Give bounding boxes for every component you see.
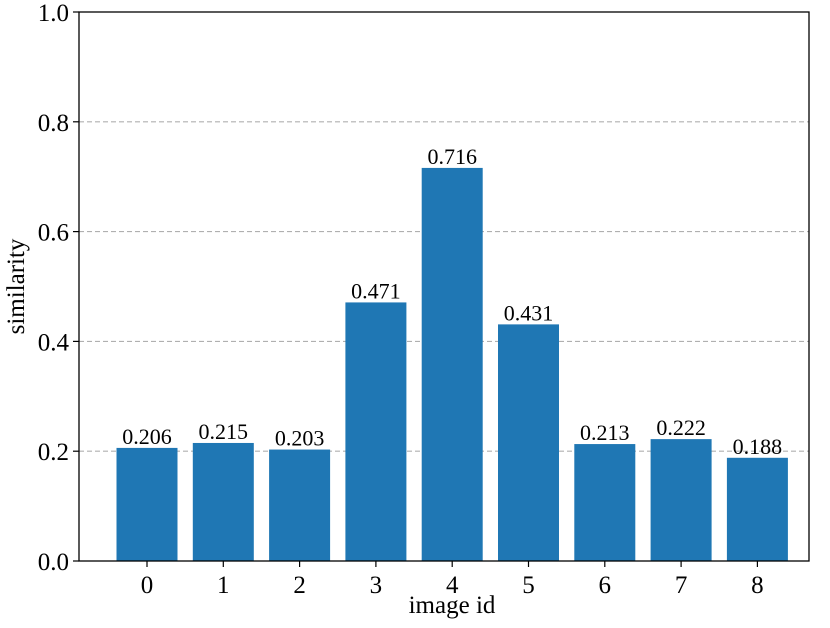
bar: [726, 457, 788, 561]
data-label: 0.188: [733, 434, 783, 459]
data-label: 0.431: [504, 300, 554, 325]
bar: [116, 447, 178, 561]
x-axis-label: image id: [409, 592, 496, 619]
y-ticks: 0.0 0.2 0.4 0.6 0.8 1.0: [38, 0, 79, 576]
data-labels: 0.206 0.215 0.203 0.471 0.716 0.431 0.213 0.222…: [122, 144, 782, 459]
x-tick-label: 6: [599, 572, 612, 599]
bar: [650, 439, 712, 561]
x-ticks: 0 1 2 3 4 5 6 7 8: [141, 561, 764, 599]
y-tick-label: 0.0: [38, 549, 69, 576]
y-tick-label: 0.8: [38, 110, 69, 137]
data-label: 0.471: [351, 278, 401, 303]
data-label: 0.716: [427, 144, 477, 169]
x-tick-label: 0: [141, 572, 154, 599]
x-tick-label: 2: [293, 572, 306, 599]
y-tick-label: 0.4: [38, 329, 70, 356]
bar: [574, 444, 636, 561]
data-label: 0.215: [199, 419, 249, 444]
x-tick-label: 3: [370, 572, 383, 599]
y-tick-label: 1.0: [38, 0, 69, 27]
y-axis-label: similarity: [3, 238, 30, 334]
bars: [116, 167, 788, 561]
y-tick-label: 0.2: [38, 439, 69, 466]
y-tick-label: 0.6: [38, 220, 69, 247]
data-label: 0.222: [656, 415, 706, 440]
bar: [192, 442, 254, 561]
bar: [421, 167, 483, 561]
x-tick-label: 1: [217, 572, 230, 599]
data-label: 0.213: [580, 420, 630, 445]
bar: [345, 302, 407, 561]
bar: [498, 324, 559, 561]
x-tick-label: 8: [751, 572, 764, 599]
data-label: 0.206: [122, 424, 172, 449]
data-label: 0.203: [275, 426, 325, 451]
x-tick-label: 5: [522, 572, 535, 599]
plot-frame: [78, 11, 810, 562]
x-tick-label: 7: [675, 572, 688, 599]
x-tick-label: 4: [446, 572, 459, 599]
bar: [269, 449, 331, 561]
